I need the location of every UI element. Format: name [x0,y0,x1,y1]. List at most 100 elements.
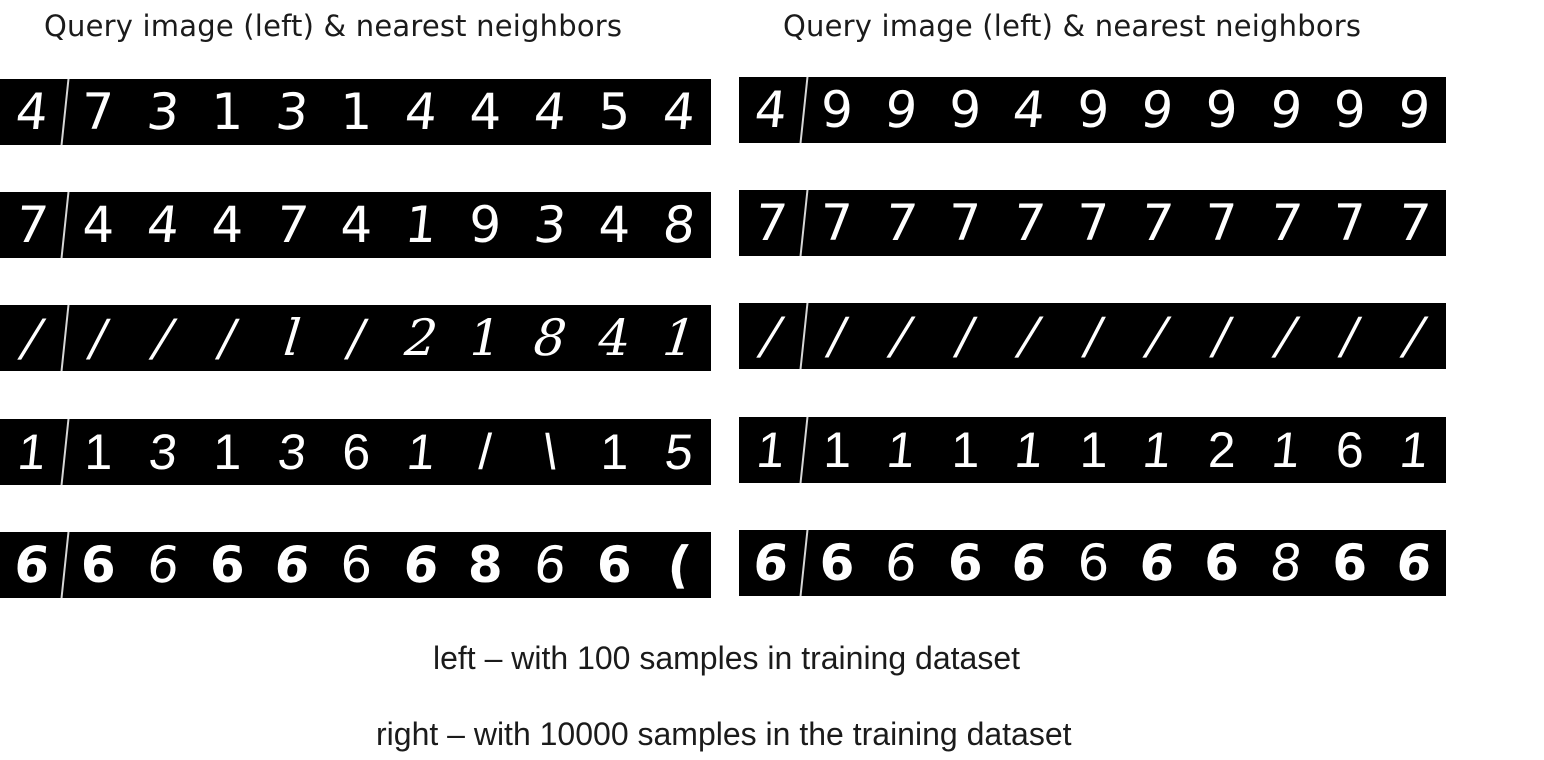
neighbor-digit: 1 [1012,422,1047,478]
neighbor-digit: 7 [821,194,853,252]
neighbor-digit: 7 [882,194,921,252]
neighbor-digit: 9 [882,81,921,139]
neighbor-digit: 7 [949,194,982,252]
neighbor-digit: 6 [143,536,182,594]
neighbor-digit: 6 [340,536,373,594]
query-digit: 6 [735,530,809,596]
neighbor-digit: 9 [1077,81,1110,139]
neighbor-digit: 9 [1333,81,1366,139]
neighbor-digit: / [1402,307,1426,365]
neighbor-digit: 1 [1079,422,1108,478]
neighbor-digit: 7 [1205,194,1238,252]
neighbor-digit: 1 [84,424,113,480]
neighbor-digit: / [1274,307,1298,365]
neighbor-digit: 4 [143,196,182,254]
neighbor-digit: 6 [819,534,855,592]
panel-right: Query image (left) & nearest neighbors 4… [735,0,1451,610]
neighbor-digit: 5 [661,424,696,480]
neighbor-digit: 9 [1205,81,1238,139]
neighbor-digit: 4 [401,83,440,141]
neighbor-digit: 6 [1077,534,1110,592]
neighbor-digit: 6 [209,536,245,594]
neighbor-digit: 4 [1010,81,1049,139]
neighbor-digit: / [889,307,913,365]
query-digit: / [735,303,809,369]
neighbor-digit: 3 [530,196,569,254]
neighbor-digit: 1 [340,83,373,141]
neighbor-digit: / [1084,307,1102,365]
neighbor-digit: 7 [1010,194,1049,252]
neighbor-digit: l [280,309,303,367]
neighbor-digit: 3 [274,424,309,480]
query-digit: 6 [0,532,70,598]
neighbor-digit: 6 [530,536,569,594]
neighbor-digit: 6 [1393,534,1435,592]
neighbor-digit: 2 [1207,422,1236,478]
neighbor-digit: / [1017,307,1041,365]
neighbor-digit: 1 [823,422,851,478]
panel-title: Query image (left) & nearest neighbors [783,9,1362,43]
neighbor-digit: / [828,307,846,365]
query-digit: 7 [735,190,809,256]
neighbor-digit: 4 [82,196,115,254]
neighbor-digit: 3 [145,424,180,480]
neighbor-digit: 7 [1394,194,1433,252]
neighbor-digit: 1 [213,424,242,480]
neighbor-digit: 2 [401,309,440,367]
neighbor-digit: ( [664,536,694,594]
neighbor-digit: 6 [882,534,921,592]
neighbor-digit: 6 [1137,534,1178,592]
neighbor-digit: / [151,309,175,367]
neighbor-digit: / [89,309,107,367]
neighbor-digit: 9 [1138,81,1177,139]
neighbor-digit: 8 [467,536,503,594]
neighbor-digit: 8 [530,309,569,367]
query-digit: 1 [0,419,70,485]
neighbor-digit: 7 [1266,194,1305,252]
neighbor-digit: 6 [1008,534,1050,592]
panel-left: Query image (left) & nearest neighbors 4… [0,0,712,610]
neighbor-digit: 9 [949,81,982,139]
query-digit: 4 [735,77,809,143]
neighbor-digit: 1 [1140,422,1175,478]
neighbor-digit: 6 [1332,534,1368,592]
query-digit: 7 [0,192,70,258]
neighbor-digit: 7 [1333,194,1366,252]
neighbor-digit: 5 [598,83,631,141]
neighbor-digit: 6 [80,536,116,594]
neighbor-digit: 4 [340,196,373,254]
neighbor-digit: 4 [598,309,631,367]
neighbor-digit: 6 [1335,422,1364,478]
digit-strip: 6 6 6 6 6 6 6 8 6 6( [0,532,711,598]
neighbor-digit: 6 [596,536,632,594]
digit-strip: / / / / l/2 1 8 4 1 [0,305,711,371]
neighbor-digit: 9 [1266,81,1305,139]
neighbor-digit: / [956,307,974,365]
neighbor-digit: / [1213,307,1231,365]
caption-left: left – with 100 samples in training data… [433,640,1020,676]
neighbor-digit: 4 [469,83,502,141]
neighbor-digit: 6 [947,534,983,592]
neighbor-digit: 7 [1138,194,1177,252]
digit-strip: / / / / / / / / / / / [735,303,1446,369]
neighbor-digit: 4 [211,196,244,254]
neighbor-digit: 1 [659,309,698,367]
panel-title: Query image (left) & nearest neighbors [44,9,623,43]
query-digit: 1 [735,417,809,483]
neighbor-digit: 7 [1077,194,1110,252]
neighbor-digit: 7 [82,83,115,141]
neighbor-digit: 3 [143,83,182,141]
neighbor-digit: / [1146,307,1169,365]
neighbor-digit: / [218,309,236,367]
neighbor-digit: 6 [400,536,442,594]
neighbor-digit: 6 [342,424,371,480]
neighbor-digit: / [478,424,493,480]
neighbor-digit: 9 [469,196,502,254]
neighbor-digit: 4 [659,83,698,141]
